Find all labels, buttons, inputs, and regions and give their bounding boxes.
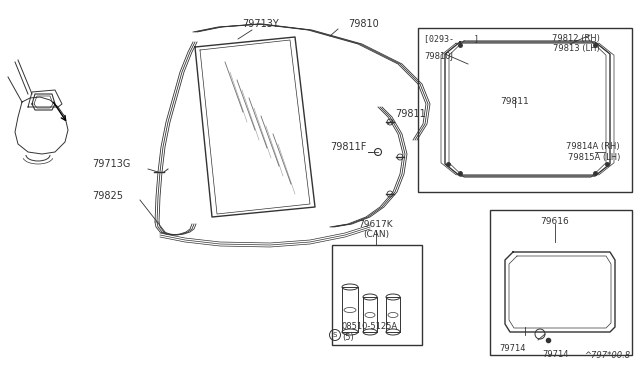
Text: S: S bbox=[333, 332, 337, 338]
Text: [0293-    ]: [0293- ] bbox=[424, 34, 479, 43]
Bar bbox=[418, 28, 632, 192]
Text: 79814A (RH)
79815A (LH): 79814A (RH) 79815A (LH) bbox=[566, 142, 620, 162]
Text: 79810: 79810 bbox=[348, 19, 379, 29]
Text: 79714: 79714 bbox=[500, 344, 526, 353]
Text: 79714: 79714 bbox=[543, 350, 569, 359]
Text: 79617K
(CAN): 79617K (CAN) bbox=[358, 220, 394, 240]
Text: 79811F: 79811F bbox=[330, 142, 366, 152]
Text: 79713Y: 79713Y bbox=[242, 19, 279, 29]
Text: 79825: 79825 bbox=[92, 191, 123, 201]
Bar bbox=[332, 245, 422, 345]
Bar bbox=[490, 210, 632, 355]
Text: ^797*00.8: ^797*00.8 bbox=[584, 351, 630, 360]
Text: 79811: 79811 bbox=[395, 109, 426, 119]
Text: 08510-5125A
(5): 08510-5125A (5) bbox=[342, 322, 398, 342]
Text: 79616: 79616 bbox=[541, 217, 570, 226]
Text: 79812 (RH)
79813 (LH): 79812 (RH) 79813 (LH) bbox=[552, 34, 600, 54]
Text: 79810J: 79810J bbox=[424, 52, 453, 61]
Text: 79713G: 79713G bbox=[92, 159, 131, 169]
Text: 79811: 79811 bbox=[500, 97, 529, 106]
